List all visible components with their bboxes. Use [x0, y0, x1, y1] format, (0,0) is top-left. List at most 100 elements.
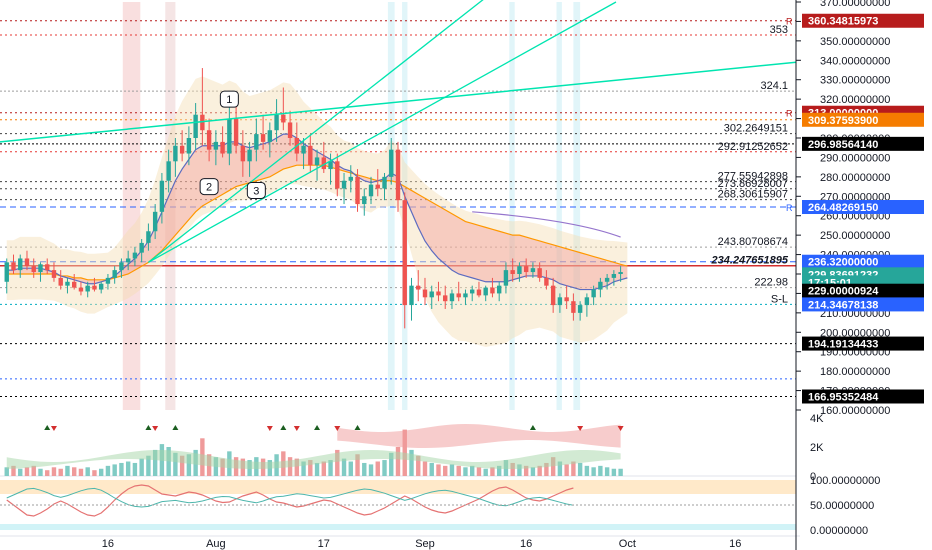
candle-body — [436, 291, 441, 296]
candle-body — [92, 285, 97, 290]
volume-bar — [58, 468, 63, 476]
volume-bar — [51, 467, 57, 476]
price-badge[interactable] — [802, 283, 924, 298]
volume-bar — [328, 460, 333, 476]
volume-pane — [0, 424, 796, 477]
signal-arrow — [354, 425, 361, 430]
price-badge-label: 360.34815973 — [808, 16, 878, 28]
candle-body — [490, 287, 495, 294]
volume-bar — [395, 447, 401, 476]
price-badge[interactable] — [802, 336, 924, 351]
trendline-steep — [148, 0, 484, 263]
oscillator-pane — [0, 480, 796, 530]
volume-bar — [604, 467, 610, 476]
price-badge[interactable] — [802, 112, 924, 127]
price-badge[interactable] — [802, 13, 924, 28]
volume-bar — [294, 458, 300, 476]
price-tick-label: 320.00000000 — [820, 94, 890, 106]
level-label: 234.247651895 — [711, 255, 789, 267]
volume-bar — [72, 467, 77, 476]
highlight-column — [122, 2, 141, 410]
candle-body — [584, 297, 590, 306]
volume-bar — [355, 454, 360, 476]
price-badge[interactable] — [802, 200, 924, 215]
volume-bar — [146, 455, 151, 476]
price-badge[interactable] — [802, 136, 924, 151]
volume-bar — [362, 462, 367, 476]
candle-body — [159, 180, 165, 212]
price-badge[interactable] — [802, 297, 924, 312]
price-badge-label: 236.32000000 — [808, 257, 878, 269]
level-labels: 1 2 3 353 324.1 302.2649151 292.91252652 277.55… — [199, 24, 789, 305]
candle-body — [355, 176, 360, 205]
candle-body — [58, 277, 63, 286]
price-badge-marker: R — [786, 17, 793, 27]
price-badge[interactable] — [802, 389, 924, 404]
volume-bar — [24, 467, 30, 476]
volume-bar — [470, 465, 475, 476]
price-badge-label: 166.95352484 — [808, 391, 879, 403]
volume-bar — [510, 462, 515, 476]
candle-body — [301, 145, 306, 154]
volume-bar — [436, 464, 441, 476]
candle-body — [591, 289, 596, 298]
volume-bar — [557, 461, 563, 476]
level-label: 353 — [770, 24, 788, 36]
level-label: S-L — [771, 293, 788, 305]
volume-bar — [335, 449, 340, 476]
candle-body — [267, 130, 273, 142]
level-label: 302.2649151 — [724, 123, 788, 135]
long-ma-line — [472, 211, 621, 238]
candle-body — [618, 272, 623, 274]
volume-bar — [98, 468, 104, 476]
level-label: 324.1 — [760, 80, 788, 92]
candle-body — [220, 141, 225, 154]
price-tick-label: 250.00000000 — [820, 230, 890, 242]
level-label: 268.30615907 — [718, 189, 788, 201]
volume-bar — [368, 464, 374, 476]
candle-body — [564, 297, 569, 302]
candle-body — [368, 184, 374, 197]
volume-bar — [530, 467, 536, 476]
x-tick-label: Sep — [415, 538, 435, 550]
price-badge-label: 194.19134433 — [808, 339, 878, 351]
volume-bar — [517, 464, 522, 476]
candle-body — [31, 266, 36, 273]
highlight-column — [509, 2, 515, 410]
candle-body — [341, 180, 347, 189]
candle-body — [530, 268, 536, 273]
volume-bar — [537, 465, 542, 476]
volume-bar — [382, 460, 387, 476]
signal-arrow — [44, 425, 51, 430]
volume-bar — [618, 468, 623, 476]
volume-bar — [544, 462, 549, 476]
price-tick-label: 350.00000000 — [820, 36, 890, 48]
volume-bar — [341, 458, 347, 476]
candle-body — [193, 114, 198, 138]
price-badge[interactable] — [802, 254, 924, 269]
price-tick-label: 370.00000000 — [820, 0, 890, 9]
volume-bar — [483, 468, 488, 476]
wave-label-box — [199, 178, 219, 196]
candle-body — [409, 285, 414, 306]
volume-bar — [443, 465, 448, 476]
price-axis[interactable]: 160.00000000170.00000000180.00000000190.… — [786, 0, 924, 550]
x-tick-label: 17 — [318, 538, 330, 550]
volume-bar — [409, 449, 414, 476]
candle-body — [375, 184, 380, 189]
candle-body — [233, 118, 239, 146]
volume-band-red — [337, 424, 621, 448]
candle-body — [557, 297, 563, 306]
volume-bar — [476, 467, 482, 476]
candle-body — [206, 130, 212, 150]
candle-body — [51, 270, 57, 278]
candle-body — [537, 268, 542, 278]
price-tick-label: 280.00000000 — [820, 172, 890, 184]
volume-bar — [45, 470, 50, 476]
candle-body — [335, 161, 340, 189]
volume-bar — [38, 468, 43, 476]
price-badge-label: 309.37593900 — [808, 115, 878, 127]
volume-bar — [78, 468, 84, 476]
